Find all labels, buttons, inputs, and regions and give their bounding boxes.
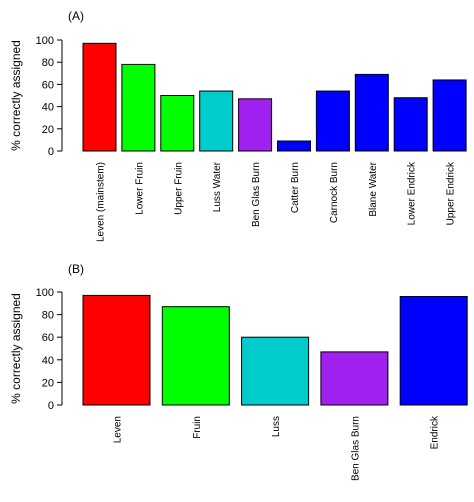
panel-a: (A) % correctly assigned 0 20 40 60 80 100 Le… — [9, 9, 467, 242]
panel-b-bars — [82, 294, 468, 406]
panel-a-bar-lower-endrick — [393, 97, 428, 152]
panel-b-y-axis-label: % correctly assigned — [9, 293, 23, 404]
panel-b-bar-ben-glas-burn — [320, 351, 389, 406]
panel-a-bar-upper-fruin — [160, 95, 195, 152]
panel-a-y-tick-label-100: 100 — [36, 35, 54, 47]
panel-a-category-label-lower-fruin: Lower Fruin — [134, 162, 145, 215]
panel-a-y-tick-label-80: 80 — [42, 57, 54, 69]
panel-a-bar-carnock-burn — [315, 90, 350, 152]
panel-a-y-tick-label-60: 60 — [42, 79, 54, 91]
panel-a-category-label-luss-water: Luss Water — [212, 161, 223, 212]
panel-b-category-label-luss: Luss — [271, 416, 282, 437]
panel-a-y-axis-label: % correctly assigned — [9, 40, 23, 151]
panel-a-bar-upper-endrick — [432, 79, 467, 152]
panel-a-category-label-upper-endrick: Upper Endrick — [446, 161, 457, 225]
panel-a-category-label-lower-endrick: Lower Endrick — [407, 161, 418, 225]
panel-b-y-tick-label-60: 60 — [42, 332, 54, 344]
panel-a-bar-catter-burn — [277, 140, 311, 152]
panel-a-bar-luss-water — [199, 90, 234, 152]
panel-b-category-label-fruin: Fruin — [192, 416, 203, 439]
panel-b-y-tick-label-0: 0 — [48, 400, 54, 412]
panel-a-bar-blane-water — [354, 73, 389, 152]
panel-b-category-label-leven: Leven — [113, 416, 124, 443]
panel-a-category-labels: Leven (mainstem) Lower Fruin Upper Fruin Lu… — [96, 161, 457, 242]
panel-b-y-axis: 0 20 40 60 80 100 — [36, 287, 63, 412]
panel-a-category-label-carnock-burn: Carnock Burn — [329, 162, 340, 223]
panel-a-bar-leven-mainstem — [82, 42, 117, 152]
panel-b: (B) % correctly assigned 0 20 40 60 80 100 Le… — [9, 262, 468, 481]
panel-b-y-tick-label-100: 100 — [36, 287, 54, 299]
panel-b-title: (B) — [68, 262, 84, 276]
panel-a-category-label-upper-fruin: Upper Fruin — [173, 162, 184, 215]
panel-a-bar-ben-glas-burn — [238, 98, 273, 152]
panel-b-y-tick-label-40: 40 — [42, 355, 54, 367]
panel-a-category-label-blane-water: Blane Water — [368, 161, 379, 216]
panel-a-category-label-leven-mainstem: Leven (mainstem) — [96, 162, 107, 242]
panel-b-bar-endrick — [399, 296, 468, 406]
panel-a-category-label-ben-glas-burn: Ben Glas Burn — [251, 162, 262, 227]
panel-b-category-label-ben-glas-burn: Ben Glas Burn — [350, 416, 361, 481]
panel-a-y-tick-label-40: 40 — [42, 102, 54, 114]
panel-a-bars — [82, 42, 467, 152]
panel-a-bar-lower-fruin — [121, 63, 156, 152]
panel-b-y-tick-label-20: 20 — [42, 377, 54, 389]
panel-a-y-tick-label-20: 20 — [42, 124, 54, 136]
panel-b-bar-luss — [241, 336, 310, 406]
panel-b-category-labels: Leven Fruin Luss Ben Glas Burn Endrick — [113, 415, 441, 481]
panel-a-y-axis: 0 20 40 60 80 100 — [36, 35, 63, 158]
panel-b-category-label-endrick: Endrick — [430, 415, 441, 449]
panel-a-category-label-catter-burn: Catter Burn — [290, 162, 301, 213]
panel-a-y-tick-label-0: 0 — [48, 146, 54, 158]
panel-b-bar-leven — [82, 294, 151, 406]
panel-b-bar-fruin — [161, 306, 230, 406]
panel-b-y-tick-label-80: 80 — [42, 310, 54, 322]
panel-a-title: (A) — [68, 9, 84, 23]
